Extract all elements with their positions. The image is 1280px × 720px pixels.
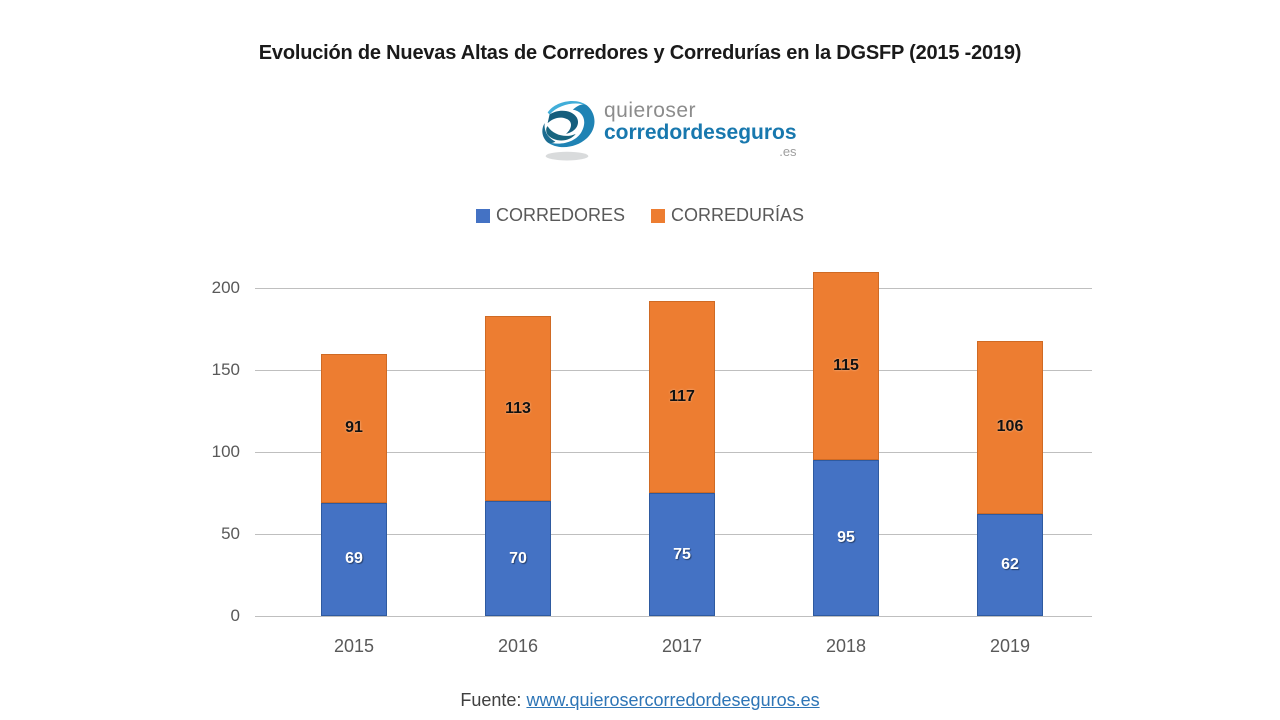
y-axis-tick-label: 50 [221,524,240,543]
bar-value-label: 115 [833,356,859,374]
legend-swatch-icon [475,208,490,223]
bar-segment-corredurias-2017: 117 [649,301,715,493]
legend-label: CORREDORES [495,205,625,225]
logo-line-es: .es [779,144,797,160]
bar-value-label: 91 [345,419,363,437]
logo-wordmark: quieroser corredordeseguros .es [604,99,797,160]
bar-segment-corredurias-2016: 113 [485,315,551,502]
bar-segment-corredores-2016: 70 [485,501,551,616]
bar-value-label: 95 [837,529,855,547]
x-axis-label-2017: 2017 [661,636,703,656]
chart-title: Evolución de Nuevas Altas de Corredores … [258,42,1022,64]
bar-segment-corredores-2017: 75 [649,493,715,616]
source-footer: Fuente: www.quierosercorredordeseguros.e… [0,690,1280,711]
bar-value-label: 75 [673,545,691,563]
y-axis-tick-label: 0 [230,606,240,625]
bar-segment-corredores-2015: 69 [321,502,387,616]
bar-value-label: 113 [505,399,531,417]
bar-segment-corredurias-2019: 106 [977,340,1043,515]
logo-line-corredordeseguros: corredordeseguros [604,121,797,145]
source-link[interactable]: www.quierosercorredordeseguros.es [526,690,820,710]
bar-value-label: 62 [1001,556,1019,574]
x-axis-label-2018: 2018 [825,636,867,656]
swirl-s-icon [542,100,595,161]
logo-line-quieroser: quieroser [604,99,697,122]
bar-segment-corredores-2019: 62 [977,514,1043,616]
source-prefix: Fuente: [460,690,522,710]
x-axis-label-2016: 2016 [497,636,539,656]
bar-value-label: 117 [669,388,695,406]
plot-area: 0 50 100 150 200 69 91 2015 70 113 2016 75 117 2017 95… [212,271,1092,656]
x-axis-label-2019: 2019 [989,636,1031,656]
brand-logo: quieroser corredordeseguros .es [536,94,797,162]
bar-segment-corredurias-2018: 115 [813,271,879,461]
legend-item-corredores: CORREDORES [475,205,625,226]
gridline-y-0 [255,615,1092,617]
bar-segment-corredores-2018: 95 [813,460,879,616]
bar-value-label: 69 [345,550,363,568]
bar-value-label: 106 [996,418,1024,436]
y-axis-tick-label: 150 [211,360,240,379]
bar-segment-corredurias-2015: 91 [321,353,387,503]
y-axis-tick-label: 200 [211,278,240,297]
legend-label: CORREDURÍAS [671,205,805,225]
bar-value-label: 70 [509,549,527,567]
chart-legend: CORREDORES CORREDURÍAS [0,205,1280,226]
gridline-y-200 [255,287,1092,289]
legend-item-corredurias: CORREDURÍAS [651,205,804,226]
legend-swatch-icon [651,208,665,223]
x-axis-label-2015: 2015 [333,636,375,656]
y-axis-tick-label: 100 [211,442,240,461]
